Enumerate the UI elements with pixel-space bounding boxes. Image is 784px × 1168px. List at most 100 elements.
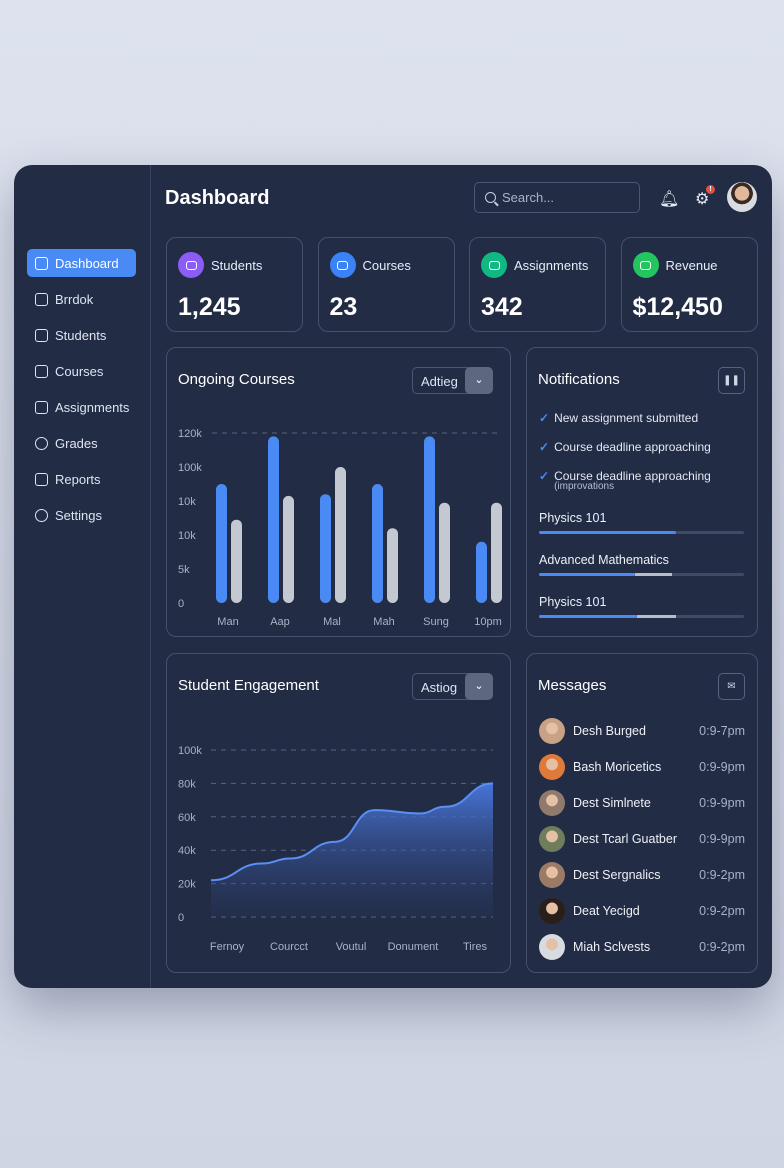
card-title: Ongoing Courses <box>178 371 295 388</box>
sidebar-item-label: Settings <box>55 507 102 523</box>
sidebar-item-assignments[interactable]: Assignments <box>27 393 136 421</box>
avatar <box>539 718 565 744</box>
y-tick-label: 60k <box>178 812 196 824</box>
course-progress: Physics 101 <box>539 511 744 534</box>
course-name: Advanced Mathematics <box>539 553 669 567</box>
avatar <box>539 934 565 960</box>
courses-icon <box>329 252 356 278</box>
sender-name: Desh Burged <box>573 724 646 738</box>
card-title: Messages <box>538 677 607 694</box>
message-item[interactable]: Dest Sergnalics 0:9-2pm <box>539 862 745 888</box>
y-tick-label: 100k <box>178 462 202 474</box>
search-icon <box>485 192 496 203</box>
stat-card-courses: Courses 23 <box>317 237 455 332</box>
notifications-card: Notifications ❚❚ ✓ New assignment submitt… <box>526 347 758 637</box>
series-line <box>210 782 494 882</box>
sidebar-item-reports[interactable]: Reports <box>27 465 136 493</box>
search-placeholder: Search... <box>502 190 555 205</box>
check-icon: ✓ <box>539 411 550 425</box>
progress-fill <box>539 531 677 534</box>
y-tick-label: 20k <box>178 879 196 891</box>
bar-primary <box>216 484 227 603</box>
notification-item[interactable]: ✓ Course deadline approaching (improvation… <box>539 469 711 492</box>
message-item[interactable]: Dest Tcarl Guatber 0:9-9pm <box>539 826 745 852</box>
students-icon <box>178 252 204 278</box>
dashboard-window: Dashboard Brrdok Students Courses Assignment… <box>14 165 772 988</box>
clock-icon <box>35 436 48 450</box>
stat-value: 1,245 <box>178 293 241 321</box>
sidebar-item-brrdok[interactable]: Brrdok <box>27 285 136 313</box>
x-tick-label: Voutul <box>336 941 367 953</box>
x-tick-label: Sung <box>423 616 449 628</box>
message-item[interactable]: Dest Simlnete 0:9-9pm <box>539 790 745 816</box>
sidebar-item-courses[interactable]: Courses <box>27 357 136 385</box>
x-tick-label: Aap <box>270 616 290 628</box>
chevron-down-icon[interactable]: ⌄ <box>465 673 493 700</box>
avatar <box>539 790 565 816</box>
sidebar-item-label: Reports <box>55 471 101 487</box>
stat-label: Assignments <box>514 258 589 273</box>
bar-secondary <box>335 467 346 603</box>
bar-secondary <box>231 519 242 603</box>
message-time: 0:9-2pm <box>699 904 745 918</box>
x-tick-label: Fernoy <box>210 941 245 953</box>
message-time: 0:9-9pm <box>699 832 745 846</box>
sidebar-item-settings[interactable]: Settings <box>27 501 136 529</box>
progress-secondary <box>635 573 673 576</box>
message-item[interactable]: Miah Sclvests 0:9-2pm <box>539 934 745 960</box>
bell-icon[interactable]: 🔔︎ <box>659 191 680 208</box>
sidebar-item-label: Assignments <box>55 399 130 415</box>
area-chart: 0 20k 40k 60k 80k 100k Fernoy Courcct Voutul Donu… <box>178 745 494 953</box>
sidebar-item-grades[interactable]: Grades <box>27 429 136 457</box>
notification-item[interactable]: ✓ Course deadline approaching <box>539 440 711 454</box>
avatar <box>539 826 565 852</box>
message-time: 0:9-2pm <box>699 868 745 882</box>
message-item[interactable]: Deat Yecigd 0:9-2pm <box>539 898 745 924</box>
sender-name: Bash Moricetics <box>573 760 662 774</box>
assignments-icon <box>481 252 507 278</box>
course-name: Physics 101 <box>539 595 607 609</box>
y-tick-label: 0 <box>178 598 184 610</box>
sidebar-item-dashboard[interactable]: Dashboard <box>27 249 136 277</box>
chevron-down-icon[interactable]: ⌄ <box>465 367 493 394</box>
check-icon: ✓ <box>539 440 550 454</box>
sidebar-item-label: Students <box>55 327 107 343</box>
course-icon <box>35 364 48 378</box>
card-title: Student Engagement <box>178 677 319 694</box>
notification-text: New assignment submitted <box>554 411 699 425</box>
avatar <box>539 754 565 780</box>
x-tick-label: Tires <box>463 941 488 953</box>
stat-card-students: Students 1,245 <box>166 237 303 332</box>
user-avatar[interactable] <box>727 182 757 212</box>
x-tick-label: Mal <box>323 616 341 628</box>
message-item[interactable]: Bash Moricetics 0:9-9pm <box>539 754 745 780</box>
sidebar-item-students[interactable]: Students <box>27 321 136 349</box>
progress-track <box>539 531 744 534</box>
gear-icon[interactable]: ⚙︎ <box>695 191 710 208</box>
progress-fill <box>539 573 636 576</box>
y-tick-label: 80k <box>178 778 196 790</box>
bar-chart: 0 5k 10k 10k 100k 120k Man Aap Mal Mah Sung 10pm <box>178 428 502 628</box>
y-tick-label: 10k <box>178 496 196 508</box>
message-item[interactable]: Desh Burged 0:9-7pm <box>539 718 745 744</box>
x-tick-label: 10pm <box>474 616 502 628</box>
y-tick-label: 100k <box>178 745 202 757</box>
pause-icon[interactable]: ❚❚ <box>718 367 745 394</box>
y-tick-label: 5k <box>178 564 190 576</box>
bar-secondary <box>283 495 294 603</box>
progress-secondary <box>637 615 677 618</box>
stat-card-assignments: Assignments 342 <box>469 237 606 332</box>
mail-icon[interactable]: ✉ <box>718 673 745 700</box>
message-time: 0:9-9pm <box>699 760 745 774</box>
stat-label: Courses <box>362 258 411 273</box>
sidebar-item-label: Dashboard <box>55 255 119 271</box>
ongoing-courses-card: Ongoing Courses Adtieg ⌄ 0 5k 10k 10k 100k 12… <box>166 347 511 637</box>
bar-secondary <box>439 502 450 603</box>
notification-item[interactable]: ✓ New assignment submitted <box>539 411 698 425</box>
message-time: 0:9-2pm <box>699 940 745 954</box>
dashboard-icon <box>35 256 48 270</box>
sender-name: Dest Tcarl Guatber <box>573 832 677 846</box>
x-tick-label: Man <box>217 616 238 628</box>
bar-primary <box>320 494 331 603</box>
search-input[interactable]: Search... <box>474 182 640 213</box>
